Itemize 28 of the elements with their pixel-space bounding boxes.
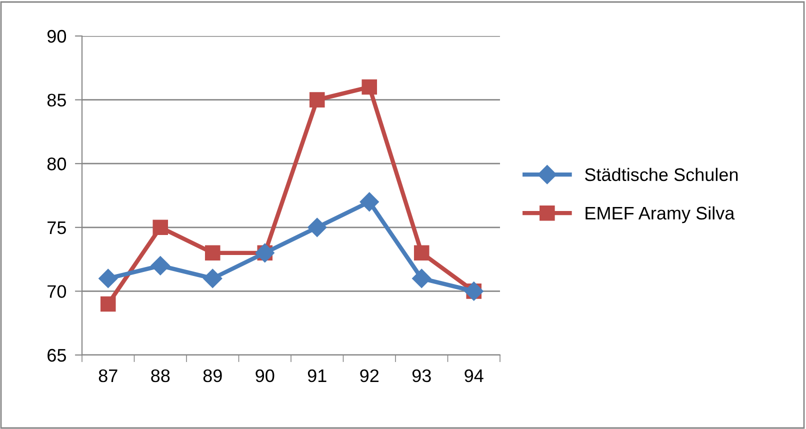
legend-label: EMEF Aramy Silva <box>586 206 735 224</box>
point <box>412 268 432 288</box>
y-tick-label: 65 <box>48 348 66 362</box>
x-tick-label: 89 <box>203 369 222 382</box>
x-tick-label: 94 <box>464 369 484 382</box>
y-tick-label: 90 <box>47 30 66 43</box>
x-tick-label: 88 <box>151 369 170 382</box>
point <box>309 92 325 108</box>
y-tick-label: 85 <box>47 94 66 107</box>
point <box>414 245 430 261</box>
x-tick-label: 92 <box>360 369 379 382</box>
point <box>362 79 378 95</box>
y-tick-label: 80 <box>47 158 66 170</box>
point <box>308 218 327 237</box>
point <box>203 268 222 288</box>
x-tick-label: 87 <box>98 369 118 382</box>
y-tick-label: 70 <box>48 285 66 298</box>
point <box>100 296 116 312</box>
point <box>204 245 220 261</box>
x-tick-label: 91 <box>308 369 326 382</box>
x-tick-label: 93 <box>412 369 431 382</box>
legend-label: Städtische Schulen <box>585 168 738 182</box>
point <box>360 192 379 212</box>
x-tick-label: 90 <box>256 369 274 382</box>
point <box>98 268 118 288</box>
point <box>150 256 170 276</box>
y-tick-label: 75 <box>48 222 66 234</box>
point <box>152 220 168 236</box>
